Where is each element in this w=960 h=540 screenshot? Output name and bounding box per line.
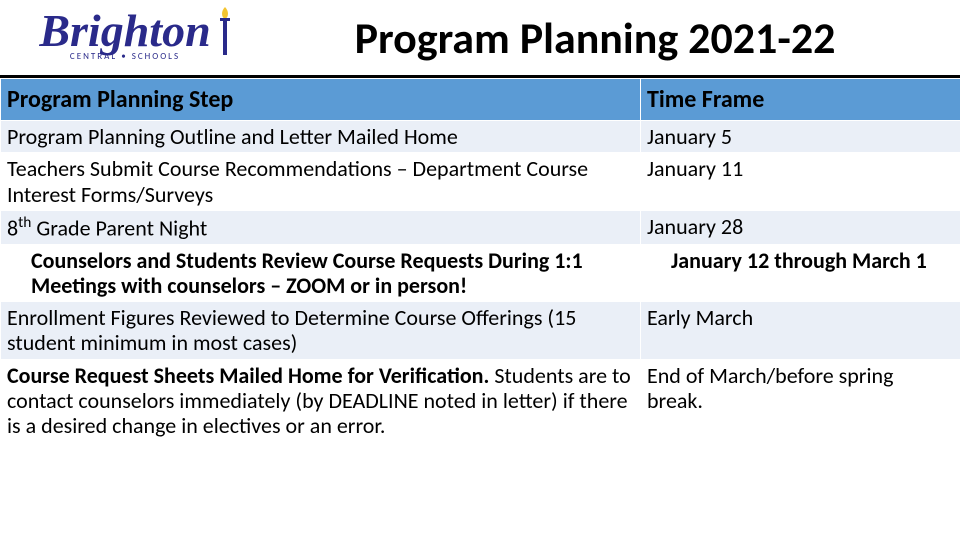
table-row: Counselors and Students Review Course Re… — [1, 244, 960, 302]
cell-step: Counselors and Students Review Course Re… — [1, 244, 641, 302]
cell-time: January 5 — [641, 121, 960, 153]
cell-step: Program Planning Outline and Letter Mail… — [1, 121, 641, 153]
slide-header: Brighton CENTRAL • SCHOOLS Program Plann… — [0, 0, 960, 78]
col-header-time: Time Frame — [641, 79, 960, 121]
brighton-logo: Brighton CENTRAL • SCHOOLS — [0, 0, 250, 77]
cell-step: Teachers Submit Course Recommendations –… — [1, 153, 641, 211]
torch-icon — [218, 7, 232, 57]
table-row: Enrollment Figures Reviewed to Determine… — [1, 302, 960, 360]
cell-time: January 28 — [641, 210, 960, 244]
cell-time: End of March/before spring break. — [641, 359, 960, 442]
table-row: Program Planning Outline and Letter Mail… — [1, 121, 960, 153]
table-body: Program Planning Outline and Letter Mail… — [1, 121, 960, 443]
logo-script-text: Brighton — [39, 13, 210, 50]
table-header-row: Program Planning Step Time Frame — [1, 79, 960, 121]
logo-sub-text: CENTRAL • SCHOOLS — [70, 51, 180, 62]
cell-time: January 11 — [641, 153, 960, 211]
planning-table: Program Planning Step Time Frame Program… — [0, 78, 960, 443]
cell-time: January 12 through March 1 — [641, 244, 960, 302]
table-row: 8th Grade Parent Night January 28 — [1, 210, 960, 244]
table-row: Teachers Submit Course Recommendations –… — [1, 153, 960, 211]
cell-step: Course Request Sheets Mailed Home for Ve… — [1, 359, 641, 442]
slide-title: Program Planning 2021-22 — [250, 11, 960, 65]
table-row: Course Request Sheets Mailed Home for Ve… — [1, 359, 960, 442]
cell-step: Enrollment Figures Reviewed to Determine… — [1, 302, 641, 360]
col-header-step: Program Planning Step — [1, 79, 641, 121]
cell-step: 8th Grade Parent Night — [1, 210, 641, 244]
cell-time: Early March — [641, 302, 960, 360]
